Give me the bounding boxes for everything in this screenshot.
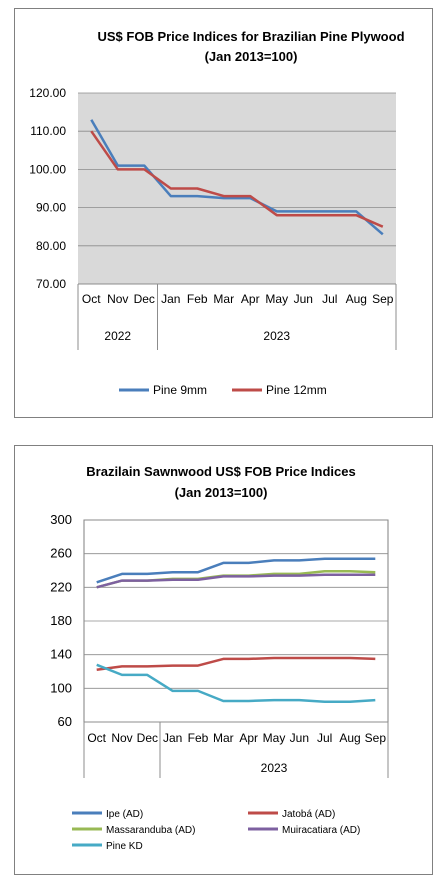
year-group-label: 2023 xyxy=(261,761,288,775)
x-tick-label: May xyxy=(263,731,286,745)
series-line-3 xyxy=(96,573,376,589)
x-tick-label: May xyxy=(265,292,288,306)
x-tick-label: Jul xyxy=(322,292,337,306)
series-line-1 xyxy=(90,130,384,228)
y-tick-label: 70.00 xyxy=(36,277,66,291)
y-tick-label: 120.00 xyxy=(29,86,66,100)
y-tick-label: 140 xyxy=(50,647,72,662)
legend-label: Pine KD xyxy=(106,841,143,852)
legend-label: Jatobá (AD) xyxy=(282,809,335,820)
chart-title: Brazilain Sawnwood US$ FOB Price Indices xyxy=(86,464,355,479)
sawnwood-chart: Brazilain Sawnwood US$ FOB Price Indices… xyxy=(14,445,433,875)
chart-subtitle: (Jan 2013=100) xyxy=(175,485,268,500)
legend-label: Massaranduba (AD) xyxy=(106,825,195,836)
x-tick-label: Mar xyxy=(213,731,234,745)
x-tick-label: Sep xyxy=(372,292,394,306)
x-tick-label: Jun xyxy=(294,292,313,306)
x-tick-label: Aug xyxy=(346,292,367,306)
series-line-0 xyxy=(90,119,384,236)
x-tick-label: Sep xyxy=(365,731,387,745)
y-tick-label: 100 xyxy=(50,680,72,695)
y-tick-label: 180 xyxy=(50,613,72,628)
y-tick-label: 300 xyxy=(50,512,72,527)
x-tick-label: Apr xyxy=(241,292,260,306)
year-group-label: 2023 xyxy=(263,329,290,343)
series-line-4 xyxy=(96,663,376,704)
x-tick-label: Jul xyxy=(317,731,332,745)
x-tick-label: Feb xyxy=(187,292,208,306)
y-tick-label: 60 xyxy=(58,714,72,729)
y-tick-label: 220 xyxy=(50,579,72,594)
x-tick-label: Jan xyxy=(163,731,182,745)
legend-label: Muiracatiara (AD) xyxy=(282,825,360,836)
x-tick-label: Mar xyxy=(213,292,234,306)
x-tick-label: Dec xyxy=(134,292,155,306)
y-tick-label: 100.00 xyxy=(29,162,66,176)
x-tick-label: Apr xyxy=(239,731,258,745)
x-tick-label: Feb xyxy=(188,731,209,745)
legend-label: Pine 9mm xyxy=(153,383,207,397)
x-tick-label: Oct xyxy=(87,731,106,745)
x-tick-label: Dec xyxy=(137,731,158,745)
x-tick-label: Aug xyxy=(339,731,360,745)
chart-title: US$ FOB Price Indices for Brazilian Pine… xyxy=(97,29,404,44)
x-tick-label: Oct xyxy=(82,292,101,306)
legend-label: Pine 12mm xyxy=(266,383,327,397)
y-tick-label: 80.00 xyxy=(36,239,66,253)
x-tick-label: Jun xyxy=(290,731,309,745)
y-tick-label: 110.00 xyxy=(30,124,66,138)
year-group-label: 2022 xyxy=(104,329,131,343)
y-tick-label: 260 xyxy=(50,546,72,561)
legend-label: Ipe (AD) xyxy=(106,809,143,820)
x-tick-label: Nov xyxy=(107,292,128,306)
y-tick-label: 90.00 xyxy=(36,201,66,215)
x-tick-label: Jan xyxy=(161,292,180,306)
x-tick-label: Nov xyxy=(111,731,132,745)
chart-panel-sawnwood: Brazilain Sawnwood US$ FOB Price Indices… xyxy=(14,445,433,875)
chart-panel-plywood: US$ FOB Price Indices for Brazilian Pine… xyxy=(14,8,433,418)
series-line-0 xyxy=(96,557,376,584)
chart-subtitle: (Jan 2013=100) xyxy=(205,49,298,64)
series-line-1 xyxy=(96,656,376,672)
plot-area xyxy=(78,93,396,284)
plywood-chart: US$ FOB Price Indices for Brazilian Pine… xyxy=(14,8,433,418)
